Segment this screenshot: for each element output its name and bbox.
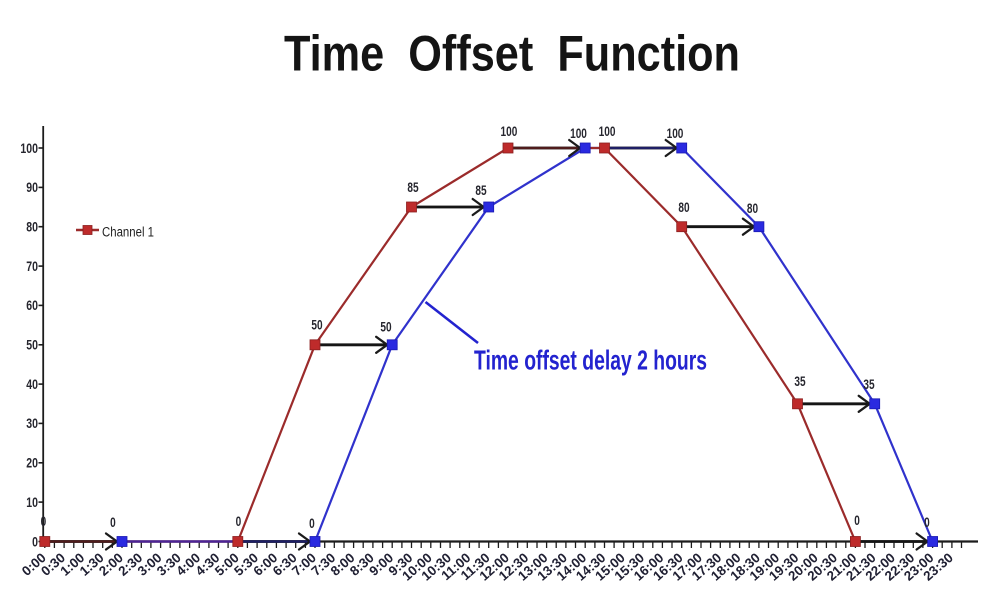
svg-text:35: 35 — [794, 373, 805, 389]
svg-text:0: 0 — [110, 514, 116, 530]
svg-text:50: 50 — [26, 337, 38, 353]
svg-text:Time Offset Function: Time Offset Function — [284, 26, 740, 82]
svg-text:50: 50 — [311, 317, 322, 333]
svg-text:85: 85 — [407, 179, 418, 195]
svg-text:85: 85 — [475, 182, 486, 198]
svg-text:100: 100 — [570, 125, 587, 141]
svg-text:10: 10 — [26, 495, 38, 511]
svg-text:80: 80 — [678, 199, 689, 215]
svg-text:100: 100 — [20, 141, 38, 157]
svg-text:30: 30 — [26, 416, 38, 432]
svg-text:80: 80 — [26, 219, 38, 235]
svg-text:0: 0 — [236, 513, 242, 529]
svg-text:0: 0 — [854, 512, 860, 528]
svg-text:0: 0 — [41, 513, 47, 529]
svg-text:40: 40 — [26, 377, 38, 393]
svg-text:60: 60 — [26, 298, 38, 314]
svg-text:0: 0 — [924, 514, 930, 530]
svg-text:100: 100 — [599, 123, 616, 139]
svg-text:0: 0 — [309, 515, 315, 531]
svg-text:Channel 1: Channel 1 — [102, 225, 154, 240]
svg-text:20: 20 — [26, 455, 38, 471]
svg-text:0: 0 — [32, 534, 38, 550]
svg-text:35: 35 — [863, 376, 874, 392]
svg-text:50: 50 — [380, 319, 391, 335]
svg-text:100: 100 — [667, 125, 684, 141]
svg-text:70: 70 — [26, 259, 38, 275]
svg-text:80: 80 — [747, 200, 758, 216]
svg-text:90: 90 — [26, 180, 38, 196]
svg-text:100: 100 — [501, 123, 518, 139]
svg-text:Time offset delay 2 hours: Time offset delay 2 hours — [474, 344, 707, 375]
